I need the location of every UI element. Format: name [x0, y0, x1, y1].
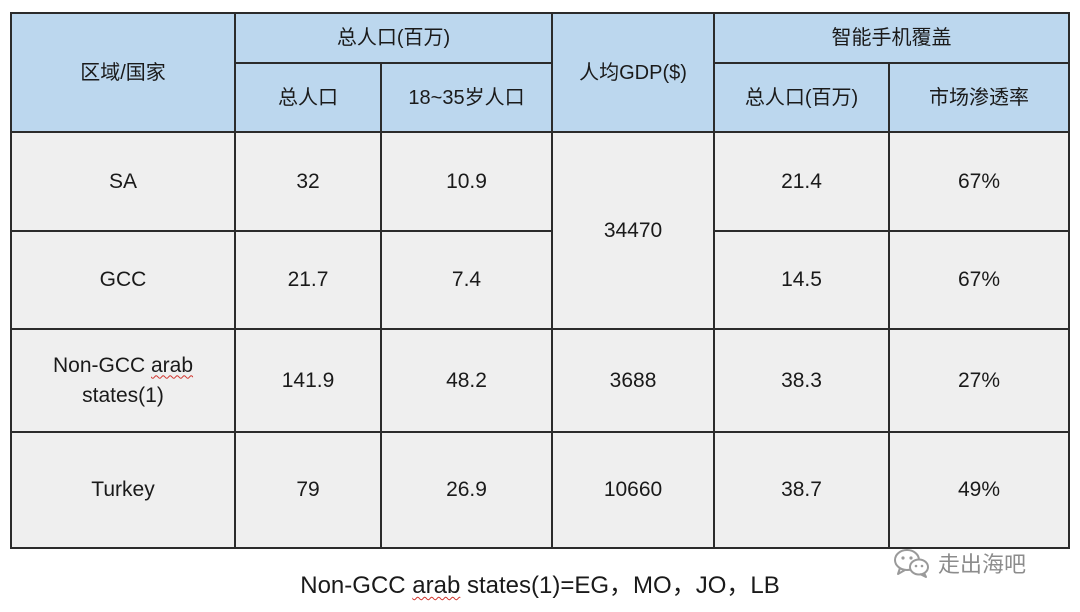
header-region: 区域/国家	[10, 12, 236, 133]
footnote: Non-GCC arab states(1)=EG，MO，JO，LB	[0, 565, 1080, 600]
data-table: 区域/国家 总人口(百万) 人均GDP($) 智能手机覆盖 总人口 18~35岁…	[10, 12, 1071, 549]
cell-gdp-per-capita: 10660	[551, 431, 716, 549]
header-row-1: 区域/国家 总人口(百万) 人均GDP($) 智能手机覆盖	[10, 12, 1071, 133]
cell-penetration: 67%	[888, 131, 1071, 232]
footnote-prefix: Non-GCC	[300, 572, 413, 599]
cell-penetration: 67%	[888, 230, 1071, 330]
header-smartphone-group: 智能手机覆盖	[713, 12, 1071, 64]
footnote-suffix: states(1)=EG，MO，JO，LB	[460, 572, 780, 599]
header-smartphone-population: 总人口(百万)	[713, 62, 891, 133]
header-row-2: 总人口 18~35岁人口 总人口(百万) 市场渗透率	[11, 62, 1071, 133]
wechat-icon	[892, 547, 932, 579]
cell-gdp-per-capita: 3688	[551, 328, 716, 433]
region-line-2: states(1)	[82, 383, 164, 407]
cell-gdp-merged: 34470	[551, 131, 716, 330]
table-row: Non-GCC arab states(1) 141.9 48.2 3688 38…	[10, 328, 1071, 433]
table-row: GCC 21.7 7.4 14.5 67%	[10, 230, 1071, 330]
cell-region: GCC	[10, 230, 236, 330]
table-row: SA 32 10.9 34470 21.4 67%	[10, 131, 1071, 330]
region-line-1: Non-GCC arab	[52, 353, 194, 377]
header-penetration: 市场渗透率	[888, 62, 1071, 133]
table-row: Turkey 79 26.9 10660 38.7 49%	[10, 431, 1071, 549]
cell-total-population: 21.7	[234, 230, 382, 330]
cell-smartphone-population: 14.5	[713, 230, 891, 330]
cell-total-population: 32	[234, 131, 382, 232]
header-age-18-35: 18~35岁人口	[379, 62, 554, 133]
cell-age-18-35: 7.4	[379, 230, 554, 330]
header-gdp-per-capita: 人均GDP($)	[551, 12, 716, 133]
header-population-group: 总人口(百万)	[233, 12, 554, 64]
cell-total-population: 79	[234, 431, 382, 549]
cell-penetration: 27%	[888, 328, 1071, 433]
spellcheck-marked-word: arab	[151, 353, 194, 377]
watermark: 走出海吧	[892, 547, 1026, 579]
footnote-marked-word: arab	[412, 572, 461, 599]
cell-region: Turkey	[10, 431, 236, 549]
cell-total-population: 141.9	[234, 328, 382, 433]
watermark-text: 走出海吧	[938, 553, 1027, 578]
cell-region: Non-GCC arab states(1)	[10, 328, 236, 433]
header-total-population: 总人口	[234, 62, 382, 133]
cell-age-18-35: 10.9	[379, 131, 554, 232]
cell-penetration: 49%	[888, 431, 1071, 549]
cell-age-18-35: 48.2	[379, 328, 554, 433]
cell-region: SA	[10, 131, 236, 232]
cell-smartphone-population: 38.3	[713, 328, 891, 433]
cell-smartphone-population: 21.4	[713, 131, 891, 232]
cell-age-18-35: 26.9	[379, 431, 554, 549]
cell-smartphone-population: 38.7	[713, 431, 891, 549]
